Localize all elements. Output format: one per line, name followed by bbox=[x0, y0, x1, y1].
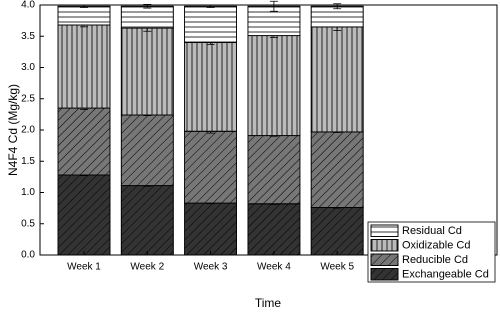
bar-hatch bbox=[120, 27, 174, 116]
bar-hatch bbox=[57, 107, 111, 176]
bar-hatch bbox=[310, 207, 364, 256]
plot-frame bbox=[39, 4, 498, 256]
legend-swatch-hatch bbox=[370, 253, 399, 266]
x-tick-label: Week 1 bbox=[67, 262, 101, 273]
y-axis-label: N4F4 Cd (Mg/kg) bbox=[6, 84, 20, 176]
x-tick-label: Week 3 bbox=[194, 262, 228, 273]
y-tick-label: 0.5 bbox=[21, 218, 35, 229]
bar-hatch bbox=[120, 5, 174, 29]
bar-hatch bbox=[184, 42, 238, 132]
legend-label: Residual Cd bbox=[402, 225, 462, 237]
x-tick-label: Week 5 bbox=[320, 262, 354, 273]
legend-label: Reducible Cd bbox=[402, 254, 468, 266]
y-tick-label: 3.5 bbox=[21, 31, 35, 42]
bar-hatch bbox=[120, 114, 174, 187]
y-tick-label: 0.0 bbox=[21, 250, 35, 261]
bar-hatch bbox=[57, 174, 111, 256]
y-tick-label: 3.0 bbox=[21, 62, 35, 73]
bar-hatch bbox=[120, 185, 174, 256]
bar-hatch bbox=[310, 5, 364, 28]
bar-hatch bbox=[184, 130, 238, 204]
x-axis-label: Time bbox=[255, 296, 282, 310]
x-tick-label: Week 2 bbox=[130, 262, 164, 273]
y-tick-label: 2.0 bbox=[21, 125, 35, 136]
bar-hatch bbox=[247, 135, 301, 205]
y-tick-label: 2.5 bbox=[21, 93, 35, 104]
bar-hatch bbox=[57, 24, 111, 109]
bar-hatch bbox=[184, 202, 238, 256]
error-bar bbox=[269, 0, 278, 12]
bar-hatch bbox=[57, 5, 111, 26]
bar-hatch bbox=[247, 203, 301, 256]
bar-hatch bbox=[310, 131, 364, 208]
bar-hatch bbox=[184, 5, 238, 43]
legend-swatch-hatch bbox=[370, 224, 399, 237]
legend-swatch-hatch bbox=[370, 268, 399, 281]
y-tick-label: 4.0 bbox=[21, 0, 35, 11]
y-tick-label: 1.5 bbox=[21, 156, 35, 167]
y-tick-label: 1.0 bbox=[21, 187, 35, 198]
bar-hatch bbox=[247, 35, 301, 137]
x-tick-label: Week 4 bbox=[257, 262, 291, 273]
legend-label: Oxidizable Cd bbox=[402, 240, 470, 252]
legend-swatch-hatch bbox=[370, 239, 399, 252]
bar-hatch bbox=[310, 26, 364, 133]
legend-label: Exchangeable Cd bbox=[402, 269, 489, 281]
